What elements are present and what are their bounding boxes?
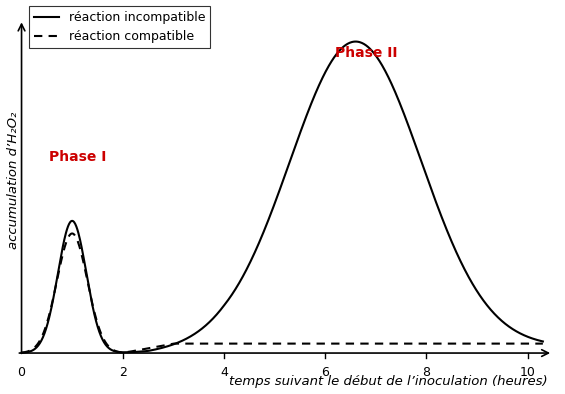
Text: 2: 2 [119, 366, 127, 379]
Text: 4: 4 [220, 366, 228, 379]
Text: accumulation d’H₂O₂: accumulation d’H₂O₂ [7, 112, 20, 249]
Text: 8: 8 [423, 366, 431, 379]
Text: Phase II: Phase II [336, 46, 398, 60]
Text: 10: 10 [520, 366, 536, 379]
Text: 0: 0 [18, 366, 25, 379]
Text: 6: 6 [321, 366, 329, 379]
Text: temps suivant le début de l’inoculation (heures): temps suivant le début de l’inoculation … [229, 375, 548, 388]
Text: Phase I: Phase I [49, 150, 107, 164]
Legend: réaction incompatible, réaction compatible: réaction incompatible, réaction compatib… [29, 6, 210, 48]
